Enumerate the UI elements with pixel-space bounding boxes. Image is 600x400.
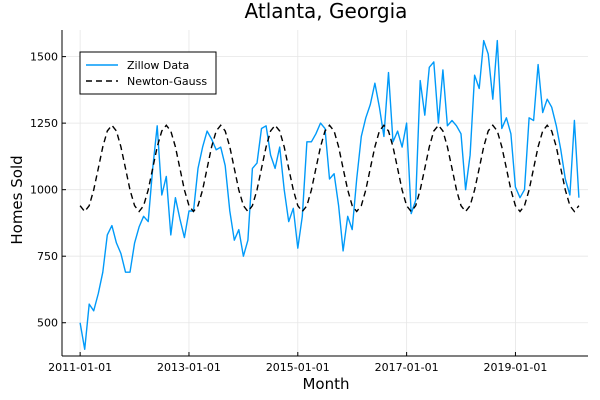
x-tick-label: 2015-01-01 bbox=[266, 361, 330, 374]
legend-box bbox=[79, 51, 217, 95]
x-tick-label: 2017-01-01 bbox=[375, 361, 439, 374]
series-line-newton-gauss bbox=[79, 124, 580, 213]
series-line-zillow-data bbox=[79, 39, 580, 350]
legend: Zillow Data Newton-Gauss bbox=[79, 51, 217, 95]
x-axis-label: Month bbox=[302, 375, 349, 393]
chart-title: Atlanta, Georgia bbox=[245, 0, 408, 23]
y-tick-label: 1500 bbox=[30, 51, 58, 64]
legend-label-zillow: Zillow Data bbox=[127, 59, 189, 72]
y-tick-label: 1250 bbox=[30, 117, 58, 130]
series-layer bbox=[79, 39, 580, 350]
y-tick-label: 1000 bbox=[30, 184, 58, 197]
y-axis-label: Homes Sold bbox=[8, 155, 26, 244]
y-tick-label: 750 bbox=[37, 250, 58, 263]
y-tick-label: 500 bbox=[37, 317, 58, 330]
axes bbox=[61, 30, 588, 357]
x-tick-label: 2011-01-01 bbox=[48, 361, 112, 374]
tick-labels: 2011-01-01 2013-01-01 2015-01-01 2017-01-01… bbox=[30, 51, 547, 374]
x-tick-label: 2013-01-01 bbox=[157, 361, 221, 374]
legend-label-newton-gauss: Newton-Gauss bbox=[127, 75, 207, 88]
grid-lines bbox=[62, 30, 588, 356]
x-tick-label: 2019-01-01 bbox=[483, 361, 547, 374]
